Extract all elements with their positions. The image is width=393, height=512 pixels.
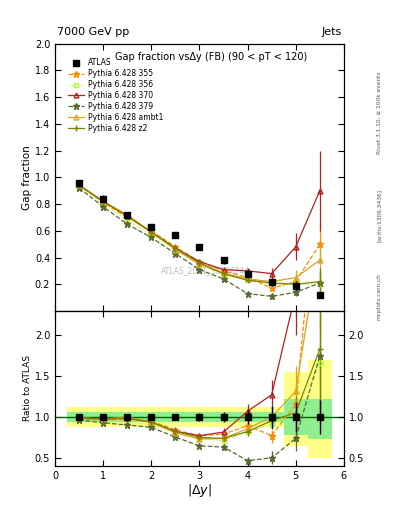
Y-axis label: Ratio to ATLAS: Ratio to ATLAS <box>23 355 32 421</box>
Text: Jets: Jets <box>321 27 342 37</box>
X-axis label: $|\Delta y|$: $|\Delta y|$ <box>187 482 212 499</box>
Text: Gap fraction vsΔy (FB) (90 < pT < 120): Gap fraction vsΔy (FB) (90 < pT < 120) <box>115 52 307 61</box>
Text: mcplots.cern.ch: mcplots.cern.ch <box>377 273 382 321</box>
Y-axis label: Gap fraction: Gap fraction <box>22 145 32 209</box>
Text: ATLAS_2011_S9126244: ATLAS_2011_S9126244 <box>161 266 250 275</box>
Text: [arXiv:1306.3436]: [arXiv:1306.3436] <box>377 188 382 242</box>
Text: 7000 GeV pp: 7000 GeV pp <box>57 27 129 37</box>
Text: Rivet 3.1.10, ≥ 100k events: Rivet 3.1.10, ≥ 100k events <box>377 71 382 154</box>
Legend: ATLAS, Pythia 6.428 355, Pythia 6.428 356, Pythia 6.428 370, Pythia 6.428 379, P: ATLAS, Pythia 6.428 355, Pythia 6.428 35… <box>64 55 167 136</box>
